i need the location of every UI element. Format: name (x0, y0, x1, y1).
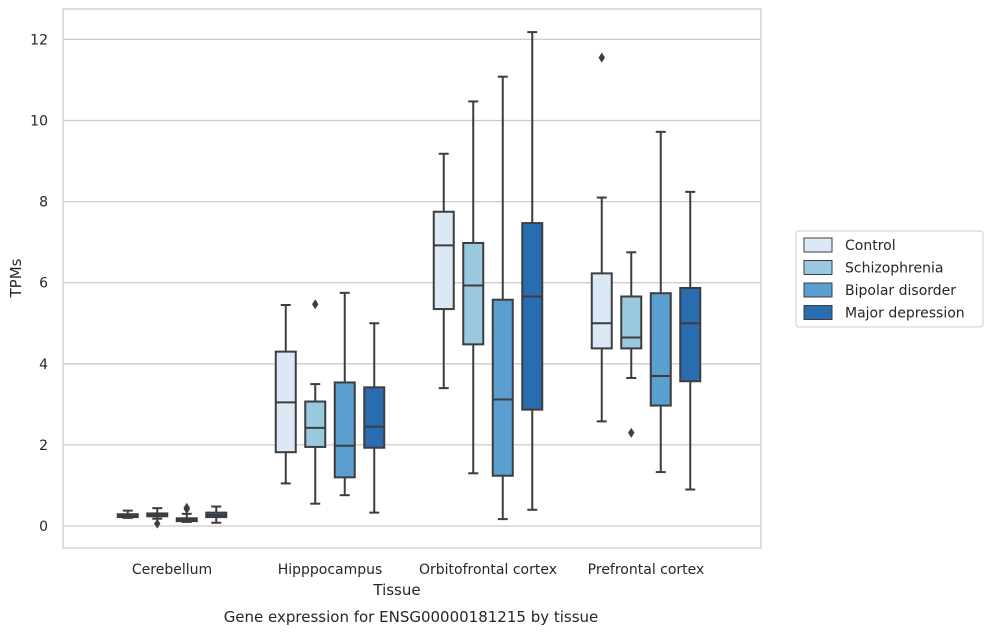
box-schizophrenia (620, 251, 643, 438)
box-schizophrenia (462, 100, 485, 475)
box-major-depression (679, 190, 702, 491)
box-group (116, 31, 702, 529)
legend-label: Major depression (845, 306, 965, 322)
outlier-point (183, 503, 190, 514)
box-bipolar-disorder (649, 130, 672, 474)
y-tick-label: 2 (39, 438, 48, 454)
legend-swatch (803, 260, 833, 275)
plot-frame (62, 8, 762, 549)
x-tick-label: Prefrontal cortex (588, 562, 705, 578)
y-tick-label: 8 (39, 195, 48, 211)
y-tick-label: 6 (39, 276, 48, 292)
outlier-point (628, 427, 635, 438)
y-tick-label: 4 (39, 357, 48, 373)
box-iqr (432, 210, 455, 311)
box-control (116, 509, 139, 519)
legend-label: Schizophrenia (845, 261, 943, 277)
y-tick-label: 0 (39, 519, 48, 535)
box-major-depression (205, 505, 228, 524)
x-tick-labels: Cerebellum Hipppocampus Orbitofrontal cort… (132, 562, 704, 578)
box-iqr (491, 298, 514, 477)
box-major-depression (521, 31, 544, 511)
box-control (432, 152, 455, 390)
y-tick-label: 10 (30, 114, 48, 130)
box-bipolar-disorder (491, 75, 514, 521)
box-iqr (333, 381, 356, 479)
box-iqr (649, 292, 672, 407)
legend-frame (795, 230, 984, 328)
outlier-point (598, 52, 605, 63)
box-major-depression (363, 322, 386, 514)
box-schizophrenia (146, 507, 169, 529)
y-axis-title: TPMs (7, 258, 25, 298)
outlier-point (312, 299, 319, 310)
x-tick-label: Orbitofrontal cortex (419, 562, 557, 578)
y-tick-label: 12 (30, 32, 48, 48)
box-iqr (679, 286, 702, 383)
x-tick-label: Cerebellum (132, 562, 212, 578)
grid-lines (63, 38, 761, 527)
legend: Control Schizophrenia Bipolar disorder Majo… (795, 230, 984, 328)
legend-swatch (803, 237, 833, 253)
x-tick-label: Hipppocampus (278, 562, 383, 578)
box-control (274, 304, 297, 485)
chart-caption: Gene expression for ENSG00000181215 by t… (224, 608, 599, 626)
x-axis-title: Tissue (372, 581, 420, 599)
y-tick-labels: 0 2 4 6 8 10 12 (30, 32, 48, 535)
box-iqr (462, 241, 485, 346)
box-control (590, 52, 613, 423)
box-iqr (521, 222, 544, 411)
box-iqr (363, 386, 386, 449)
box-iqr (620, 295, 643, 350)
legend-swatch (803, 305, 833, 320)
box-schizophrenia (304, 299, 327, 505)
box-iqr (304, 400, 327, 448)
box-bipolar-disorder (333, 291, 356, 497)
legend-label: Bipolar disorder (845, 283, 956, 299)
box-iqr (590, 272, 613, 350)
box-bipolar-disorder (175, 502, 198, 523)
outlier-point (154, 518, 161, 529)
legend-label: Control (845, 238, 896, 254)
legend-swatch (803, 282, 833, 298)
